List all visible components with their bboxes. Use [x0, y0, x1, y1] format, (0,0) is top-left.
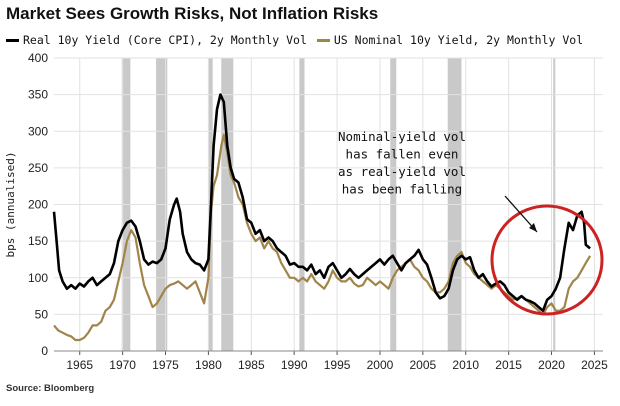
annotation-text-line: Nominal-yield vol — [338, 129, 466, 144]
y-tick-label: 0 — [41, 344, 48, 358]
y-tick-label: 250 — [28, 161, 48, 175]
legend-label-nominal: US Nominal 10y Yield, 2y Monthly Vol — [333, 33, 584, 47]
x-tick-label: 2025 — [581, 358, 608, 372]
source-note: Source: Bloomberg — [6, 383, 95, 394]
annotation-text-line: has fallen even — [346, 147, 459, 162]
chart-title: Market Sees Growth Risks, Not Inflation … — [6, 4, 379, 23]
chart-legend: Real 10y Yield (Core CPI), 2y Monthly Vo… — [6, 33, 593, 47]
x-tick-label: 2005 — [410, 358, 437, 372]
legend-item-nominal: US Nominal 10y Yield, 2y Monthly Vol — [316, 33, 584, 47]
x-tick-label: 1970 — [109, 358, 136, 372]
annotation-text-line: as real-yield vol — [338, 164, 466, 179]
legend-swatch-nominal — [316, 38, 330, 42]
y-tick-label: 300 — [28, 124, 48, 138]
x-tick-label: 1975 — [152, 358, 179, 372]
y-tick-label: 400 — [28, 51, 48, 65]
x-tick-label: 1980 — [195, 358, 222, 372]
y-tick-label: 150 — [28, 234, 48, 248]
annotation-arrowhead — [529, 223, 537, 232]
x-tick-label: 1990 — [281, 358, 308, 372]
x-tick-label: 2020 — [538, 358, 565, 372]
legend-label-real: Real 10y Yield (Core CPI), 2y Monthly Vo… — [23, 33, 307, 47]
x-tick-label: 1985 — [238, 358, 265, 372]
x-tick-label: 1995 — [324, 358, 351, 372]
series-line-nominal — [53, 133, 592, 342]
y-tick-label: 200 — [28, 198, 48, 212]
annotation-text-line: has been falling — [342, 182, 462, 197]
x-tick-label: 2015 — [495, 358, 522, 372]
highlight-circle — [490, 204, 604, 316]
x-tick-label: 1965 — [66, 358, 93, 372]
x-tick-label: 2000 — [367, 358, 394, 372]
x-tick-label: 2010 — [452, 358, 479, 372]
y-axis-title: bps (annualised) — [4, 152, 17, 258]
y-tick-label: 50 — [35, 307, 49, 321]
y-tick-label: 100 — [28, 271, 48, 285]
series-line-real — [52, 93, 591, 312]
legend-swatch-real — [6, 38, 19, 42]
legend-item-real: Real 10y Yield (Core CPI), 2y Monthly Vo… — [6, 33, 307, 47]
y-tick-label: 350 — [28, 88, 48, 102]
